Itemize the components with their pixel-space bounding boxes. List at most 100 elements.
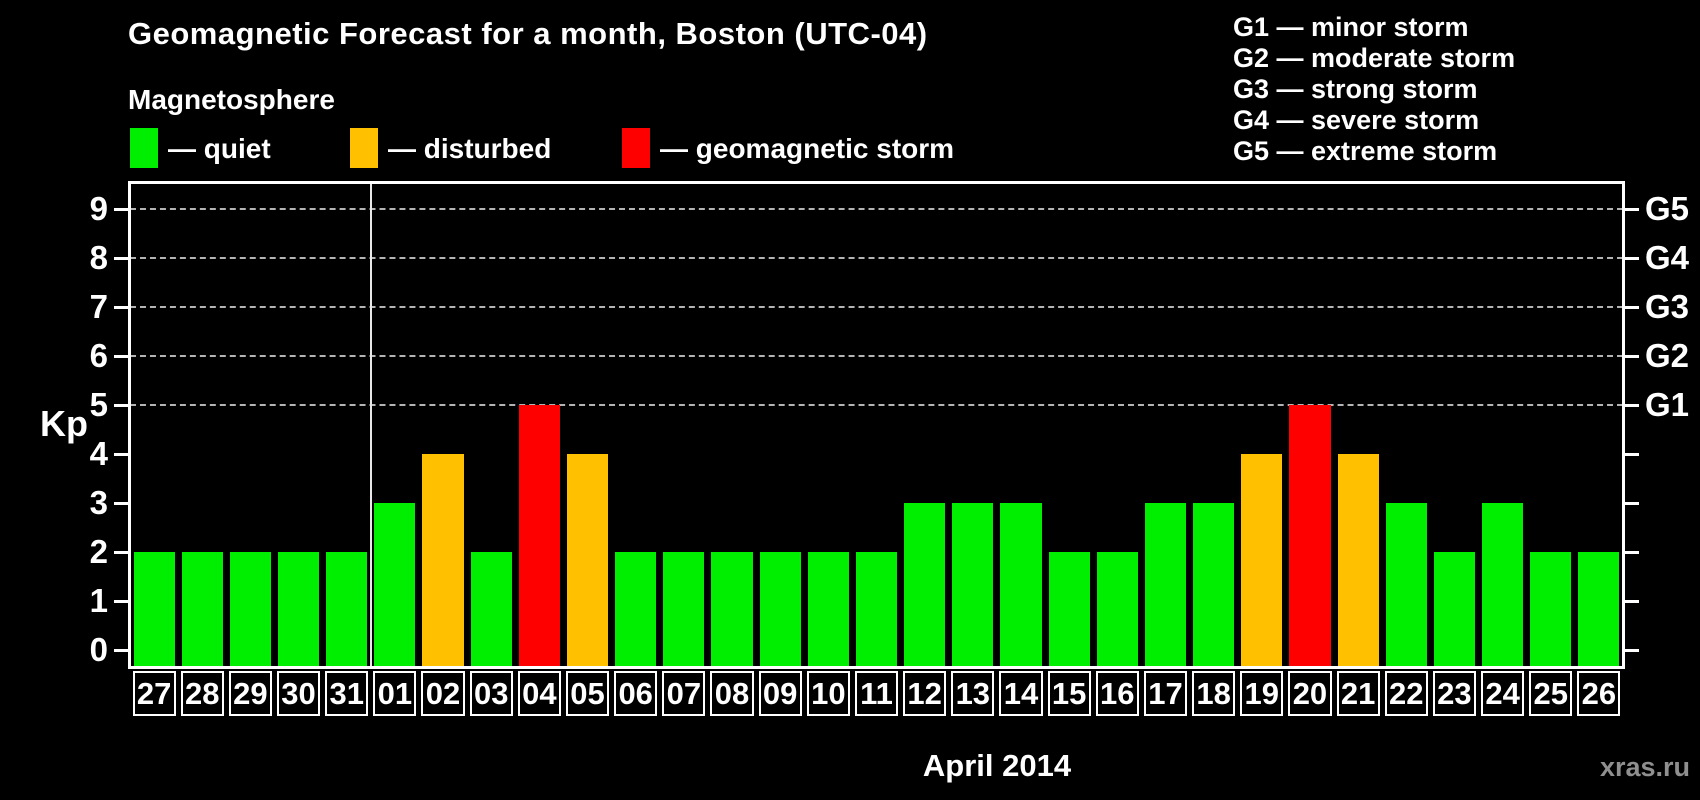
kp-bar-day-15: [1048, 552, 1090, 667]
kp-bar-day-16: [1096, 552, 1138, 667]
kp-bar-day-12: [904, 503, 946, 667]
day-label-31: 31: [325, 671, 369, 716]
day-label-12: 12: [903, 671, 947, 716]
kp-bar-day-30: [277, 552, 320, 667]
kp-bar-day-31: [326, 552, 368, 667]
day-label-22: 22: [1384, 671, 1428, 716]
g-scale-line: G5 — extreme storm: [1233, 136, 1498, 166]
g-scale-line: G1 — minor storm: [1233, 12, 1469, 42]
y-tick-label-6: 6: [89, 337, 108, 374]
day-label-10: 10: [806, 671, 850, 716]
y-tick-label-7: 7: [89, 288, 108, 325]
watermark: xras.ru: [1599, 752, 1690, 782]
y-tick-right-0: [1623, 648, 1639, 652]
g-axis-label-G4: G4: [1645, 239, 1690, 276]
day-label-24: 24: [1481, 671, 1525, 716]
kp-bar-day-11: [855, 552, 898, 667]
y-tick-right-3: [1623, 501, 1639, 505]
plot-frame: [128, 181, 1625, 669]
kp-axis-label: Kp: [40, 403, 88, 444]
day-label-08: 08: [710, 671, 754, 716]
day-label-06: 06: [614, 671, 658, 716]
day-label-15: 15: [1047, 671, 1091, 716]
y-tick-left-0: [114, 648, 130, 652]
y-tick-left-9: [114, 207, 130, 211]
legend-swatch-storm: [622, 128, 650, 168]
y-tick-left-2: [114, 550, 130, 554]
y-tick-label-5: 5: [89, 386, 108, 423]
g-axis-label-G3: G3: [1645, 288, 1690, 325]
kp-bar-day-23: [1433, 552, 1475, 667]
y-tick-right-1: [1623, 599, 1639, 603]
y-tick-right-5: [1623, 403, 1639, 407]
day-label-09: 09: [758, 671, 802, 716]
kp-bar-day-10: [807, 552, 849, 667]
kp-bar-day-02: [422, 454, 464, 667]
y-tick-label-0: 0: [89, 631, 108, 668]
kp-bar-day-17: [1144, 503, 1187, 667]
kp-bar-day-05: [566, 454, 609, 667]
g-scale-legend: G1 — minor storm G2 — moderate storm G3 — …: [1233, 12, 1515, 167]
kp-bar-day-08: [711, 552, 753, 667]
g-scale-line: G3 — strong storm: [1233, 74, 1478, 104]
day-label-23: 23: [1432, 671, 1476, 716]
day-label-07: 07: [662, 671, 706, 716]
day-label-25: 25: [1529, 671, 1573, 716]
y-tick-right-6: [1623, 354, 1639, 358]
y-tick-label-9: 9: [89, 190, 108, 227]
y-tick-left-5: [114, 403, 130, 407]
legend-label-quiet: — quiet: [168, 133, 271, 164]
kp-bar-day-06: [615, 552, 657, 667]
g-axis-label-G5: G5: [1645, 190, 1690, 227]
day-label-30: 30: [276, 671, 321, 716]
day-label-17: 17: [1143, 671, 1188, 716]
gridline-kp6: [130, 355, 1623, 357]
day-label-27: 27: [132, 671, 176, 716]
y-tick-label-4: 4: [89, 435, 108, 472]
day-label-28: 28: [180, 671, 224, 716]
kp-bar-day-03: [470, 552, 512, 667]
day-label-13: 13: [951, 671, 995, 716]
y-tick-right-8: [1623, 256, 1639, 260]
g-scale-line: G2 — moderate storm: [1233, 43, 1516, 73]
day-label-14: 14: [999, 671, 1043, 716]
day-label-02: 02: [421, 671, 465, 716]
y-tick-right-2: [1623, 550, 1639, 554]
day-label-16: 16: [1095, 671, 1139, 716]
g-scale-line: G4 — severe storm: [1233, 105, 1480, 135]
y-tick-left-6: [114, 354, 130, 358]
y-tick-right-4: [1623, 452, 1639, 456]
gridline-kp8: [130, 257, 1623, 259]
day-label-19: 19: [1240, 671, 1284, 716]
day-label-18: 18: [1192, 671, 1236, 716]
kp-bar-day-26: [1578, 552, 1620, 667]
kp-bar-day-07: [663, 552, 705, 667]
kp-bar-day-14: [1000, 503, 1042, 667]
kp-bar-day-21: [1337, 454, 1379, 667]
kp-bar-day-13: [952, 503, 994, 667]
y-tick-label-8: 8: [89, 239, 108, 276]
g-axis-label-G2: G2: [1645, 337, 1690, 374]
day-label-04: 04: [517, 671, 561, 716]
gridline-kp5: [130, 404, 1623, 406]
kp-bar-day-09: [759, 552, 801, 667]
gridline-kp9: [130, 208, 1623, 210]
y-tick-left-4: [114, 452, 130, 456]
kp-bar-day-18: [1193, 503, 1235, 667]
y-tick-left-3: [114, 501, 130, 505]
day-label-21: 21: [1336, 671, 1380, 716]
legend-label-disturbed: — disturbed: [388, 133, 552, 164]
y-tick-right-7: [1623, 305, 1639, 309]
day-label-29: 29: [228, 671, 272, 716]
legend-swatch-quiet: [130, 128, 158, 168]
kp-bar-day-28: [181, 552, 223, 667]
y-tick-right-9: [1623, 207, 1639, 211]
kp-bar-day-27: [133, 552, 175, 667]
y-tick-left-7: [114, 305, 130, 309]
kp-bar-day-22: [1385, 503, 1427, 667]
legend-swatch-disturbed: [350, 128, 378, 168]
month-separator: [369, 183, 372, 667]
kp-bar-day-04: [518, 405, 560, 667]
y-tick-label-1: 1: [89, 582, 108, 619]
